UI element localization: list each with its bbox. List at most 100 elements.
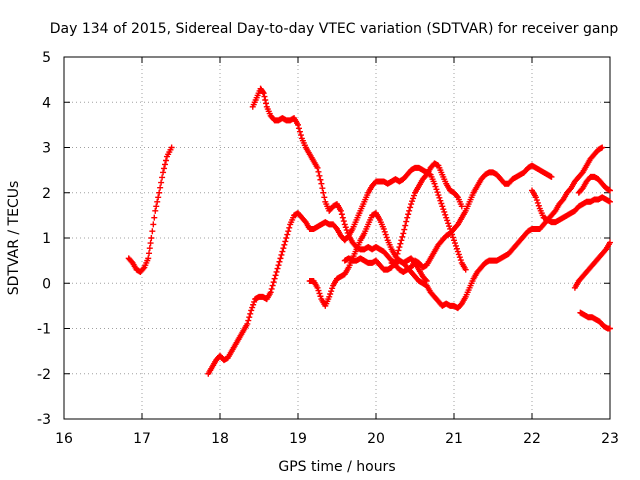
data-point-marker	[272, 272, 279, 279]
data-point-marker	[382, 231, 389, 238]
data-point-marker	[432, 183, 439, 190]
data-point-marker	[162, 157, 169, 164]
data-point-marker	[397, 240, 404, 247]
data-point-marker	[535, 202, 542, 209]
data-point-marker	[400, 230, 407, 237]
data-point-marker	[442, 211, 449, 218]
x-tick-label: 19	[289, 431, 307, 447]
data-point-marker	[395, 247, 402, 254]
data-point-marker	[339, 214, 346, 221]
data-point-marker	[406, 207, 413, 214]
data-point-marker	[548, 173, 555, 180]
data-point-marker	[162, 161, 169, 168]
data-point-marker	[337, 207, 344, 214]
data-point-marker	[149, 228, 156, 235]
y-tick-label: 5	[42, 50, 51, 66]
data-point-marker	[140, 265, 147, 272]
data-point-marker	[434, 189, 441, 196]
data-point-marker	[405, 211, 412, 218]
x-tick-label: 21	[445, 431, 463, 447]
data-point-marker	[270, 279, 277, 286]
chart-title: Day 134 of 2015, Sidereal Day-to-day VTE…	[50, 21, 619, 37]
data-point-marker	[329, 285, 336, 292]
data-point-marker	[244, 320, 251, 327]
data-point-marker	[146, 245, 153, 252]
data-point-marker	[278, 251, 285, 258]
series-track-6	[388, 162, 555, 275]
data-point-marker	[393, 254, 400, 261]
data-point-marker	[446, 223, 453, 230]
data-point-marker	[295, 125, 302, 132]
series-track-9	[575, 173, 613, 196]
data-point-marker	[314, 284, 321, 291]
data-point-marker	[462, 266, 469, 273]
data-point-marker	[343, 227, 350, 234]
data-point-marker	[321, 194, 328, 201]
data-point-marker	[295, 121, 301, 128]
data-point-marker	[532, 194, 539, 201]
data-point-marker	[607, 198, 613, 205]
data-point-marker	[271, 275, 278, 282]
data-point-marker	[409, 198, 416, 205]
data-point-marker	[320, 189, 327, 196]
data-point-marker	[328, 288, 335, 295]
data-point-marker	[398, 237, 405, 244]
y-axis-label: SDTVAR / TECUs	[6, 181, 22, 296]
data-point-marker	[607, 239, 613, 246]
data-point-marker	[445, 220, 452, 227]
data-point-marker	[274, 265, 281, 272]
data-point-marker	[261, 93, 268, 100]
data-point-marker	[607, 325, 613, 332]
data-point-marker	[396, 244, 403, 251]
data-point-marker	[431, 180, 438, 187]
data-point-marker	[317, 293, 324, 300]
data-point-marker	[399, 233, 406, 240]
data-point-marker	[453, 193, 460, 200]
data-point-marker	[247, 310, 254, 317]
data-point-marker	[268, 285, 275, 292]
data-point-marker	[151, 214, 158, 221]
data-point-marker	[439, 203, 446, 210]
data-point-marker	[457, 257, 464, 264]
data-point-marker	[147, 240, 154, 247]
x-tick-label: 17	[133, 431, 151, 447]
data-point-marker	[433, 186, 440, 193]
data-point-marker	[443, 214, 450, 221]
y-tick-label: -2	[37, 367, 51, 383]
data-point-marker	[281, 241, 288, 248]
x-tick-label: 18	[211, 431, 229, 447]
data-point-marker	[161, 165, 168, 172]
x-tick-label: 23	[601, 431, 619, 447]
data-point-marker	[401, 226, 408, 233]
data-point-marker	[248, 307, 255, 314]
data-point-marker	[276, 258, 283, 265]
data-point-marker	[381, 228, 388, 235]
data-point-marker	[284, 231, 291, 238]
data-point-marker	[435, 192, 442, 199]
data-point-marker	[342, 224, 349, 231]
series-track-3	[249, 85, 606, 312]
data-point-marker	[152, 207, 159, 214]
data-point-marker	[246, 314, 253, 321]
x-tick-label: 22	[523, 431, 541, 447]
data-point-marker	[316, 290, 323, 297]
y-tick-label: -1	[37, 322, 51, 338]
y-tick-label: 0	[42, 276, 51, 292]
data-point-marker	[410, 195, 417, 202]
data-point-marker	[314, 164, 321, 171]
data-point-marker	[454, 248, 461, 255]
series-track-7	[529, 187, 613, 226]
data-point-marker	[168, 144, 175, 151]
data-point-marker	[317, 176, 324, 183]
data-point-marker	[145, 255, 152, 262]
data-point-marker	[148, 235, 155, 241]
data-point-marker	[297, 132, 304, 139]
data-point-marker	[296, 128, 303, 135]
data-point-marker	[450, 234, 457, 241]
data-point-marker	[402, 222, 409, 229]
data-point-marker	[316, 172, 323, 179]
data-point-marker	[411, 192, 418, 199]
y-tick-label: 2	[42, 186, 51, 202]
data-point-marker	[160, 169, 167, 176]
